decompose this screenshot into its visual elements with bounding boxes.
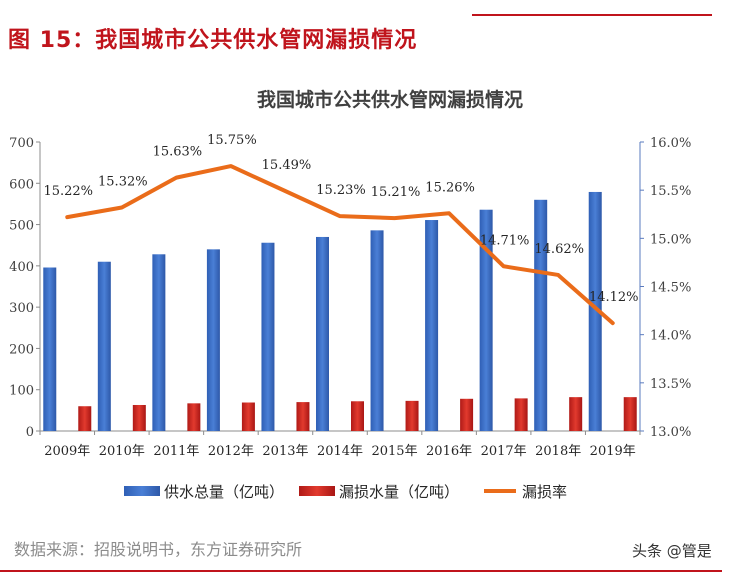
legend-swatch — [124, 486, 160, 496]
y-right-tick-label: 14.5% — [650, 281, 691, 296]
y-right-tick-label: 15.0% — [650, 232, 691, 247]
x-tick-label: 2010年 — [99, 444, 145, 459]
y-left-tick-label: 600 — [9, 177, 34, 192]
bottom-divider — [0, 570, 722, 572]
data-label-leak-rate: 15.26% — [425, 180, 475, 195]
data-label-leak-rate: 15.63% — [153, 145, 203, 160]
y-right-tick-label: 13.5% — [650, 377, 691, 392]
bar-supply — [479, 209, 493, 431]
x-tick-label: 2016年 — [426, 444, 472, 459]
bar-supply — [534, 199, 548, 431]
legend-label: 供水总量（亿吨） — [164, 483, 284, 501]
source-note: 数据来源：招股说明书，东方证券研究所 — [14, 540, 303, 559]
bar-supply — [97, 261, 111, 431]
bar-leak — [405, 400, 419, 431]
y-right-tick-label: 16.0% — [650, 136, 691, 151]
x-tick-label: 2009年 — [44, 444, 90, 459]
bar-leak — [187, 403, 201, 431]
legend-label: 漏损水量（亿吨） — [339, 483, 459, 501]
bar-supply — [206, 249, 220, 431]
watermark: 头条 @管是 — [632, 542, 712, 560]
x-tick-label: 2017年 — [481, 444, 527, 459]
bar-leak — [514, 398, 528, 431]
data-label-leak-rate: 15.49% — [262, 158, 312, 173]
chart: 我国城市公共供水管网漏损情况 0 100 200 300 400 500 600 700 13.0… — [9, 88, 691, 501]
bar-leak — [460, 398, 474, 431]
bar-leak — [569, 397, 583, 431]
bar-supply — [425, 220, 439, 431]
y-left-tick-label: 200 — [9, 342, 34, 357]
legend-label: 漏损率 — [522, 483, 567, 501]
line-leak-rate — [65, 164, 615, 326]
data-label-leak-rate: 15.75% — [207, 133, 257, 148]
data-label-leak-rate: 15.21% — [371, 185, 421, 200]
bar-supply — [316, 236, 329, 431]
legend-swatch — [299, 486, 335, 496]
bar-leak — [351, 401, 364, 431]
bar-supply — [588, 191, 602, 431]
x-tick-label: 2018年 — [535, 444, 581, 459]
data-label-leak-rate: 15.22% — [43, 184, 93, 199]
bar-supply — [370, 230, 384, 431]
x-tick-label: 2015年 — [371, 444, 417, 459]
bar-supply — [43, 267, 57, 431]
y-right-tick-label: 15.5% — [650, 184, 691, 199]
y-left-tick-label: 100 — [9, 384, 34, 399]
figure-title: 图 15：我国城市公共供水管网漏损情况 — [8, 28, 418, 53]
chart-title: 我国城市公共供水管网漏损情况 — [257, 88, 523, 111]
y-left-tick-label: 400 — [9, 260, 34, 275]
y-left-tick-label: 500 — [9, 219, 34, 234]
data-label-leak-rate: 15.32% — [98, 175, 148, 190]
y-left-tick-label: 700 — [9, 136, 34, 151]
bar-leak — [623, 397, 637, 431]
data-label-leak-rate: 15.23% — [316, 183, 366, 198]
bar-supply — [261, 242, 275, 431]
bar-leak — [78, 406, 92, 431]
data-label-leak-rate: 14.62% — [534, 242, 584, 257]
data-label-leak-rate: 14.71% — [480, 233, 530, 248]
bar-leak — [132, 404, 146, 431]
data-label-leak-rate: 14.12% — [589, 290, 639, 305]
x-tick-label: 2014年 — [317, 444, 363, 459]
y-right-tick-label: 13.0% — [650, 425, 691, 440]
x-tick-label: 2019年 — [590, 444, 636, 459]
top-divider — [472, 14, 712, 16]
bar-supply — [152, 254, 166, 431]
y-left-tick-label: 0 — [26, 425, 34, 440]
bar-leak — [241, 402, 255, 431]
x-tick-label: 2012年 — [208, 444, 254, 459]
x-tick-label: 2013年 — [262, 444, 308, 459]
x-tick-label: 2011年 — [153, 444, 199, 459]
bar-leak — [296, 402, 310, 431]
y-left-tick-label: 300 — [9, 301, 34, 316]
y-right-tick-label: 14.0% — [650, 329, 691, 344]
